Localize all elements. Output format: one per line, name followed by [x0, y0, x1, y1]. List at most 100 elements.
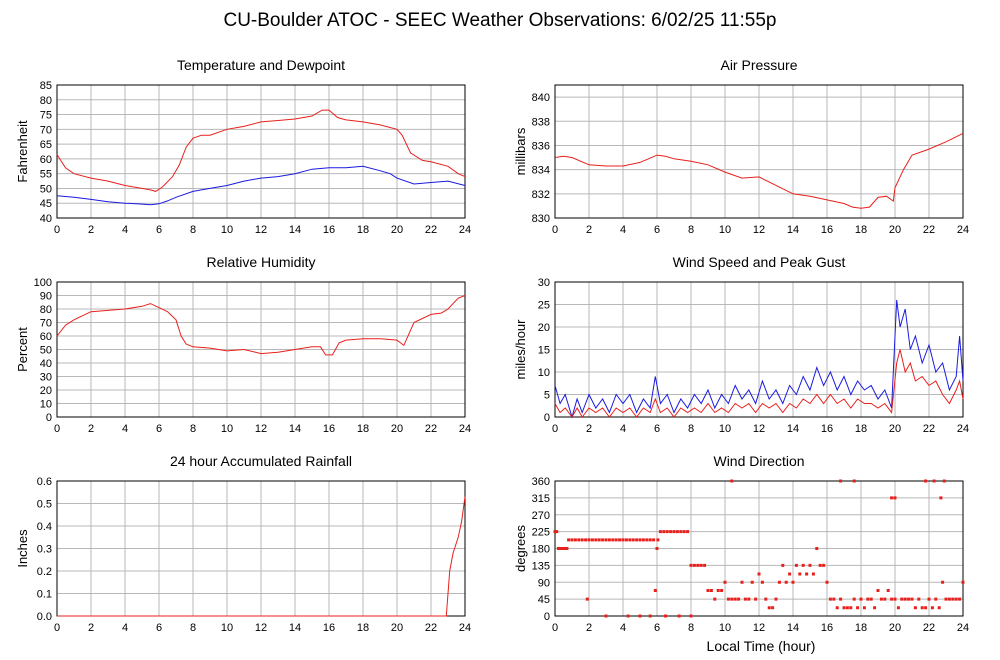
y-tick-label: 50 [40, 345, 52, 357]
x-tick-label: 8 [688, 423, 694, 435]
data-point [920, 606, 924, 610]
x-tick-label: 18 [855, 622, 867, 634]
data-point [777, 580, 781, 584]
data-point [563, 547, 567, 550]
x-tick-label: 2 [586, 622, 592, 634]
x-tick-label: 24 [957, 423, 969, 435]
data-point [832, 597, 836, 601]
x-tick-label: 24 [957, 224, 969, 236]
data-point [723, 580, 727, 584]
y-tick-label: 30 [538, 277, 550, 289]
data-point [924, 606, 928, 610]
data-point [942, 479, 946, 483]
data-point [682, 530, 686, 534]
y-tick-label: 15 [538, 345, 550, 357]
chart-title: 24 hour Accumulated Rainfall [170, 453, 352, 469]
data-point [822, 563, 826, 567]
y-tick-label: 5 [544, 390, 550, 402]
data-point [951, 597, 955, 601]
x-tick-label: 18 [855, 423, 867, 435]
x-tick-label: 22 [425, 423, 437, 435]
chart-title: Air Pressure [720, 57, 797, 73]
series-line-1 [56, 165, 466, 206]
data-point [626, 614, 630, 618]
data-point [954, 597, 958, 601]
data-point [720, 589, 724, 592]
y-tick-label: 360 [532, 476, 550, 488]
data-point [587, 538, 591, 542]
y-tick-label: 225 [532, 527, 550, 539]
data-point [852, 479, 856, 483]
x-tick-label: 10 [221, 224, 233, 236]
x-tick-label: 18 [357, 622, 369, 634]
data-point [893, 597, 897, 601]
data-point [706, 589, 710, 592]
data-point [825, 580, 829, 584]
x-tick-label: 18 [855, 224, 867, 236]
x-tick-label: 16 [821, 224, 833, 236]
y-tick-label: 20 [538, 322, 550, 334]
data-point [662, 530, 666, 534]
data-point [910, 597, 914, 601]
data-point [842, 606, 846, 610]
y-tick-label: 270 [532, 510, 550, 522]
data-point [754, 597, 758, 601]
y-tick-label: 50 [40, 183, 52, 195]
x-tick-label: 12 [255, 622, 267, 634]
data-point [839, 597, 843, 601]
data-point [590, 538, 594, 542]
x-tick-label: 2 [586, 423, 592, 435]
x-tick-label: 6 [654, 423, 660, 435]
y-tick-label: 0.4 [37, 521, 52, 533]
y-axis-label: Percent [15, 327, 30, 372]
series-line-0 [554, 299, 964, 419]
data-point [679, 530, 683, 534]
data-point [716, 589, 720, 592]
x-tick-label: 12 [255, 423, 267, 435]
y-tick-label: 834 [532, 165, 550, 177]
data-point [939, 496, 943, 500]
y-tick-label: 90 [538, 577, 550, 589]
data-point [893, 496, 897, 500]
data-point [614, 538, 618, 542]
data-point [743, 597, 747, 601]
data-point [594, 538, 598, 542]
x-tick-label: 22 [923, 224, 935, 236]
data-point [798, 572, 802, 576]
y-tick-label: 0.0 [37, 611, 52, 623]
data-point [677, 614, 681, 618]
data-point [641, 538, 645, 542]
data-point [794, 563, 798, 567]
data-point [961, 580, 965, 584]
y-tick-label: 832 [532, 189, 550, 201]
x-tick-label: 0 [54, 224, 60, 236]
data-point [621, 538, 625, 542]
data-point [604, 538, 608, 542]
y-tick-label: 0 [544, 611, 550, 623]
x-tick-label: 6 [654, 622, 660, 634]
data-point [555, 530, 559, 534]
data-point [941, 580, 945, 584]
data-point [839, 479, 843, 483]
data-point [556, 547, 560, 550]
data-point [849, 606, 853, 610]
data-point [730, 597, 734, 601]
x-tick-label: 2 [88, 622, 94, 634]
x-tick-label: 10 [221, 622, 233, 634]
data-point [655, 547, 659, 550]
y-tick-label: 45 [538, 594, 550, 606]
y-tick-label: 40 [40, 213, 52, 225]
y-axis-label: millibars [513, 127, 528, 175]
y-tick-label: 80 [40, 304, 52, 316]
y-tick-label: 0.3 [37, 544, 52, 556]
x-tick-label: 16 [323, 622, 335, 634]
x-tick-label: 4 [620, 622, 626, 634]
data-point [567, 538, 571, 542]
x-tick-label: 6 [654, 224, 660, 236]
x-tick-label: 16 [821, 622, 833, 634]
data-point [645, 538, 649, 542]
y-axis-label: miles/hour [513, 319, 528, 380]
x-tick-label: 0 [552, 622, 558, 634]
x-tick-label: 20 [889, 224, 901, 236]
